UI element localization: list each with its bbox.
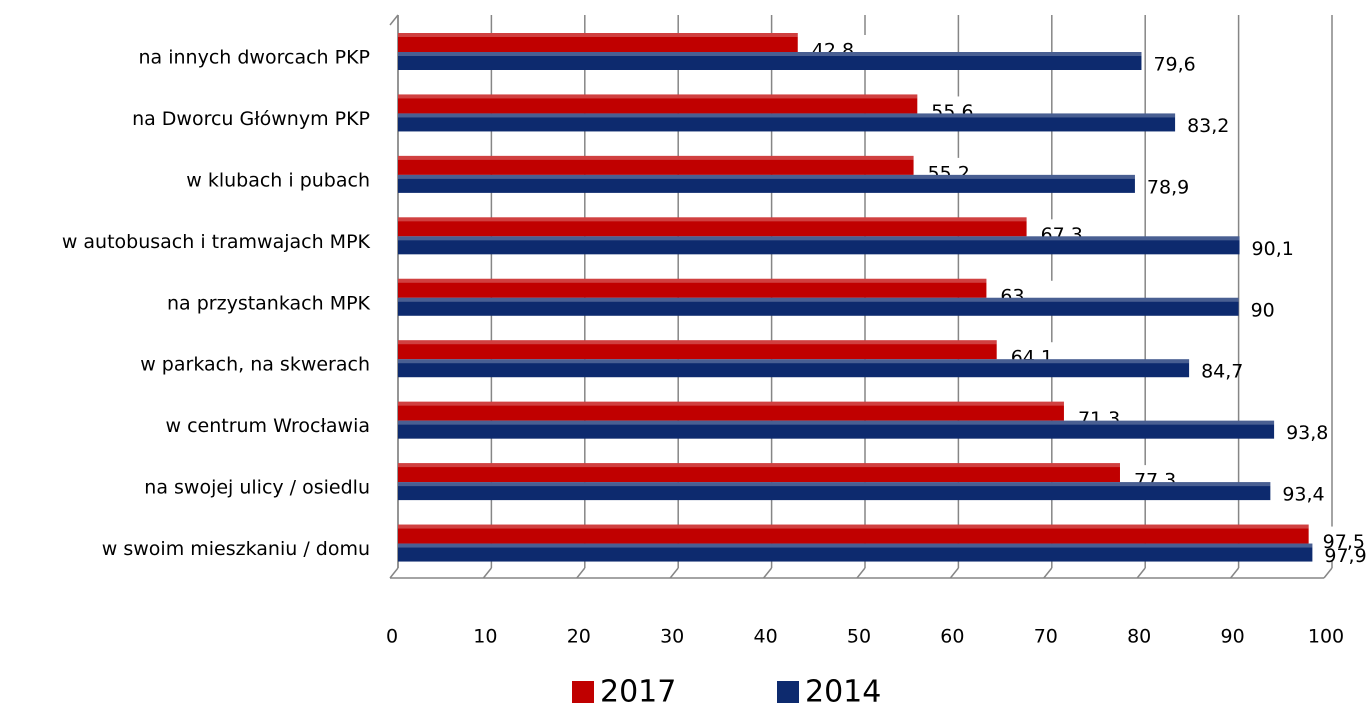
bar-highlight — [398, 52, 1142, 56]
grid-line — [482, 567, 492, 579]
data-label: 90 — [1251, 299, 1275, 321]
bar — [398, 278, 987, 298]
data-label: 93,4 — [1282, 484, 1324, 506]
bar-highlight — [398, 401, 1064, 406]
bar-highlight — [398, 155, 914, 160]
label-box — [1314, 526, 1370, 561]
bar — [398, 174, 1135, 193]
bar — [398, 236, 1240, 255]
grid-line — [1230, 567, 1240, 579]
x-tick-label: 10 — [473, 626, 497, 648]
legend-label: 2014 — [805, 675, 881, 710]
bar — [398, 482, 1271, 501]
x-tick-label: 20 — [567, 626, 591, 648]
grid-line — [1136, 567, 1146, 579]
data-label: 78,9 — [1147, 176, 1189, 198]
grid-line — [949, 567, 959, 579]
data-label: 79,6 — [1153, 54, 1195, 76]
category-label: w swoim mieszkaniu / domu — [102, 538, 370, 560]
bar — [398, 340, 997, 360]
category-label: na przystankach MPK — [167, 292, 371, 314]
bar-highlight — [398, 236, 1240, 241]
bar-highlight — [398, 278, 987, 283]
grid-line — [763, 567, 773, 579]
x-tick-label: 90 — [1221, 626, 1245, 648]
grid-line — [856, 567, 866, 579]
bar-highlight — [398, 297, 1239, 302]
data-label: 93,8 — [1286, 422, 1328, 444]
data-label: 83,2 — [1187, 115, 1229, 137]
bar-highlight — [398, 420, 1275, 425]
x-tick-label: 0 — [386, 626, 398, 648]
data-label: 97,9 — [1324, 545, 1366, 567]
bar — [398, 33, 798, 52]
grid-line — [669, 567, 679, 579]
bar — [398, 359, 1190, 378]
bar-highlight — [398, 482, 1271, 487]
bar — [398, 94, 918, 114]
bar — [398, 297, 1239, 316]
bar-highlight — [398, 33, 798, 37]
bar-highlight — [398, 524, 1309, 529]
category-label: na swojej ulicy / osiedlu — [144, 477, 370, 499]
category-label: na Dworcu Głównym PKP — [132, 108, 370, 130]
legend-swatch — [777, 681, 799, 703]
bar — [398, 401, 1064, 421]
grid-line — [389, 567, 399, 579]
data-label: 97,5 — [1323, 531, 1365, 553]
bar-highlight — [398, 94, 918, 99]
bar — [398, 113, 1176, 132]
bar — [398, 420, 1275, 439]
bar-highlight — [398, 359, 1190, 364]
data-label: 84,7 — [1201, 361, 1243, 383]
grid-line — [1043, 567, 1053, 579]
x-tick-label: 100 — [1308, 626, 1344, 648]
bar — [398, 155, 914, 175]
x-tick-label: 40 — [754, 626, 778, 648]
x-tick-label: 80 — [1127, 626, 1151, 648]
axis-line — [389, 14, 399, 26]
bar-highlight — [398, 463, 1120, 468]
bar-highlight — [398, 217, 1027, 222]
x-tick-label: 70 — [1034, 626, 1058, 648]
bar — [398, 52, 1142, 70]
bar-highlight — [398, 113, 1176, 118]
bar-highlight — [398, 340, 997, 345]
bar — [398, 543, 1313, 562]
category-label: w centrum Wrocławia — [165, 415, 370, 437]
x-tick-label: 50 — [847, 626, 871, 648]
bar-highlight — [398, 543, 1313, 548]
x-tick-label: 60 — [940, 626, 964, 648]
grid-line — [1323, 567, 1333, 579]
legend-label: 2017 — [600, 675, 676, 710]
category-label: w parkach, na skwerach — [140, 354, 370, 376]
bar-highlight — [398, 174, 1135, 179]
bar — [398, 217, 1027, 237]
category-label: w klubach i pubach — [186, 169, 370, 191]
data-label: 90,1 — [1252, 238, 1294, 260]
legend-swatch — [572, 681, 594, 703]
category-label: na innych dworcach PKP — [139, 47, 370, 69]
bar — [398, 463, 1120, 483]
x-tick-label: 30 — [660, 626, 684, 648]
category-label: w autobusach i tramwajach MPK — [62, 231, 371, 253]
grid-line — [576, 567, 586, 579]
bar — [398, 524, 1309, 544]
